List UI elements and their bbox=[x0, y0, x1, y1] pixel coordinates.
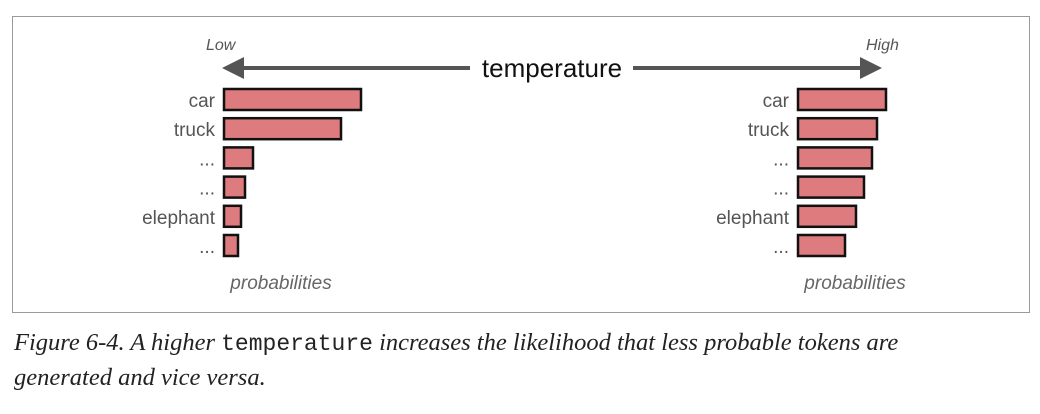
probability-bar bbox=[796, 116, 879, 141]
token-label: ... bbox=[199, 179, 215, 200]
temperature-label: temperature bbox=[482, 53, 622, 83]
high-temperature-panel: car truck...... elephant... bbox=[716, 87, 888, 258]
probability-bar bbox=[796, 146, 874, 170]
token-label: car bbox=[189, 91, 216, 112]
probabilities-label-low: probabilities bbox=[229, 273, 332, 294]
caption-prefix: Figure 6-4. A higher bbox=[14, 329, 222, 356]
high-label: High bbox=[866, 37, 899, 54]
probability-bar bbox=[222, 233, 240, 258]
figure-caption: Figure 6-4. A higher temperature increas… bbox=[14, 326, 1026, 395]
low-label: Low bbox=[206, 37, 237, 54]
token-label: truck bbox=[174, 120, 216, 141]
probability-bar bbox=[796, 204, 858, 229]
low-temperature-panel: car truck...... elephant... bbox=[142, 87, 363, 258]
token-label: elephant bbox=[716, 208, 790, 229]
probability-bar bbox=[796, 87, 888, 112]
probability-bar bbox=[222, 146, 255, 170]
probability-bar bbox=[222, 87, 363, 112]
probability-bar bbox=[222, 116, 343, 141]
token-label: ... bbox=[773, 237, 789, 258]
token-label: ... bbox=[773, 149, 789, 170]
caption-suffix: increases the likelihood that less proba… bbox=[372, 329, 899, 356]
probability-bar bbox=[222, 204, 243, 229]
probability-bar bbox=[222, 175, 247, 199]
caption-code: temperature bbox=[221, 331, 373, 357]
token-label: elephant bbox=[142, 208, 216, 229]
arrow-right-head bbox=[860, 57, 882, 79]
token-label: car bbox=[763, 91, 790, 112]
probability-bar bbox=[796, 175, 866, 199]
token-label: ... bbox=[773, 179, 789, 200]
caption-line-2: generated and vice versa. bbox=[14, 364, 266, 391]
token-label: ... bbox=[199, 237, 215, 258]
probability-bar bbox=[796, 233, 847, 258]
token-label: truck bbox=[748, 120, 790, 141]
token-label: ... bbox=[199, 149, 215, 170]
probabilities-label-high: probabilities bbox=[803, 273, 906, 294]
arrow-left-head bbox=[222, 57, 244, 79]
